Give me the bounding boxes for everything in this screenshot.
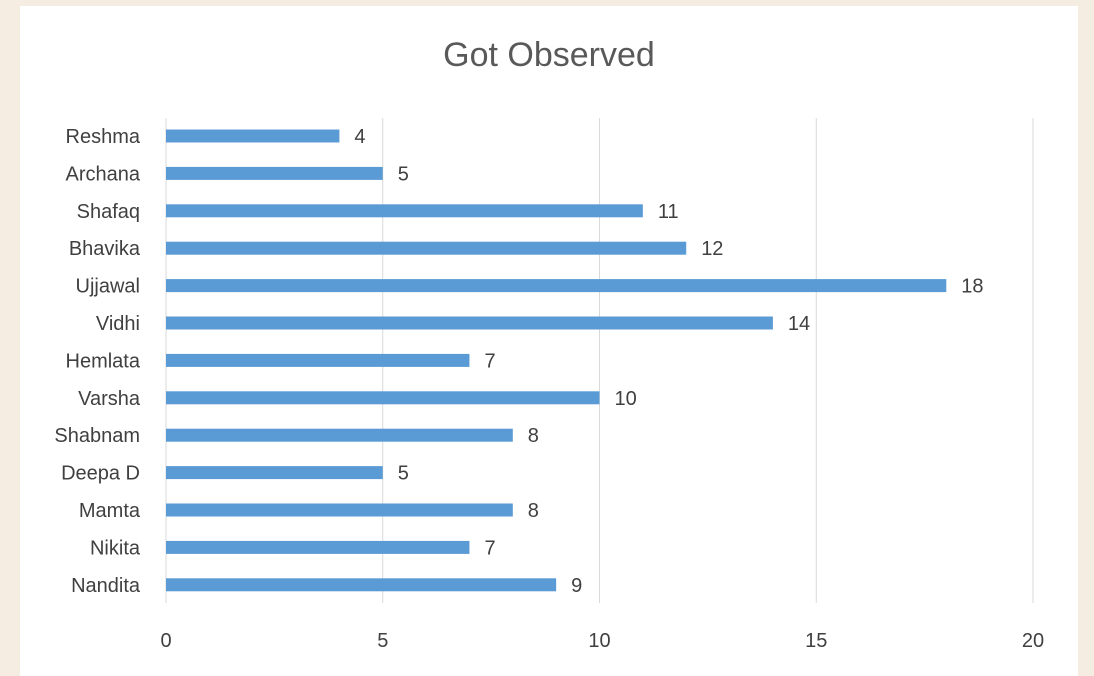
x-tick-label: 5	[377, 630, 388, 652]
category-label: Nikita	[90, 537, 141, 559]
bar	[166, 466, 383, 480]
x-tick-label: 10	[588, 630, 610, 652]
category-label: Hemlata	[66, 350, 141, 372]
bar-chart: 0 5 10 15 20 Reshma 4 Archana 5 Shafaq 11 Bhavika 12…	[54, 118, 1044, 652]
category-label: Reshma	[66, 126, 141, 148]
bar	[166, 428, 513, 442]
bar	[166, 391, 600, 405]
x-tick-label: 0	[160, 630, 171, 652]
category-label: Bhavika	[69, 238, 141, 260]
data-label: 4	[354, 126, 365, 148]
category-label: Shafaq	[77, 201, 140, 223]
data-label: 5	[398, 163, 409, 185]
data-label: 12	[701, 238, 723, 260]
chart-title: Got Observed	[443, 36, 655, 74]
data-label: 10	[615, 388, 637, 410]
x-tick-label: 15	[805, 630, 827, 652]
bar	[166, 316, 773, 330]
bar	[166, 241, 687, 255]
data-label: 8	[528, 500, 539, 522]
data-label: 11	[658, 201, 679, 223]
x-tick-label: 20	[1022, 630, 1044, 652]
bar	[166, 540, 470, 554]
bar	[166, 279, 947, 293]
bar	[166, 578, 557, 592]
data-label: 5	[398, 463, 409, 485]
bar	[166, 204, 643, 218]
category-label: Nandita	[71, 575, 141, 597]
bar	[166, 503, 513, 517]
bar	[166, 353, 470, 367]
data-label: 8	[528, 425, 539, 447]
category-label: Mamta	[79, 500, 141, 522]
category-label: Vidhi	[96, 313, 140, 335]
category-label: Ujjawal	[76, 276, 140, 298]
bar	[166, 129, 340, 143]
category-label: Varsha	[78, 388, 141, 410]
bar	[166, 166, 383, 180]
data-label: 14	[788, 313, 810, 335]
category-label: Deepa D	[61, 463, 140, 485]
category-label: Archana	[66, 163, 141, 185]
data-label: 7	[484, 537, 495, 559]
chart-panel: Got Observed 0 5 10 15 20 Reshma 4 Archana 5 Shaf…	[20, 6, 1078, 676]
category-label: Shabnam	[54, 425, 140, 447]
data-label: 9	[571, 575, 582, 597]
data-label: 18	[961, 276, 983, 298]
data-label: 7	[484, 350, 495, 372]
